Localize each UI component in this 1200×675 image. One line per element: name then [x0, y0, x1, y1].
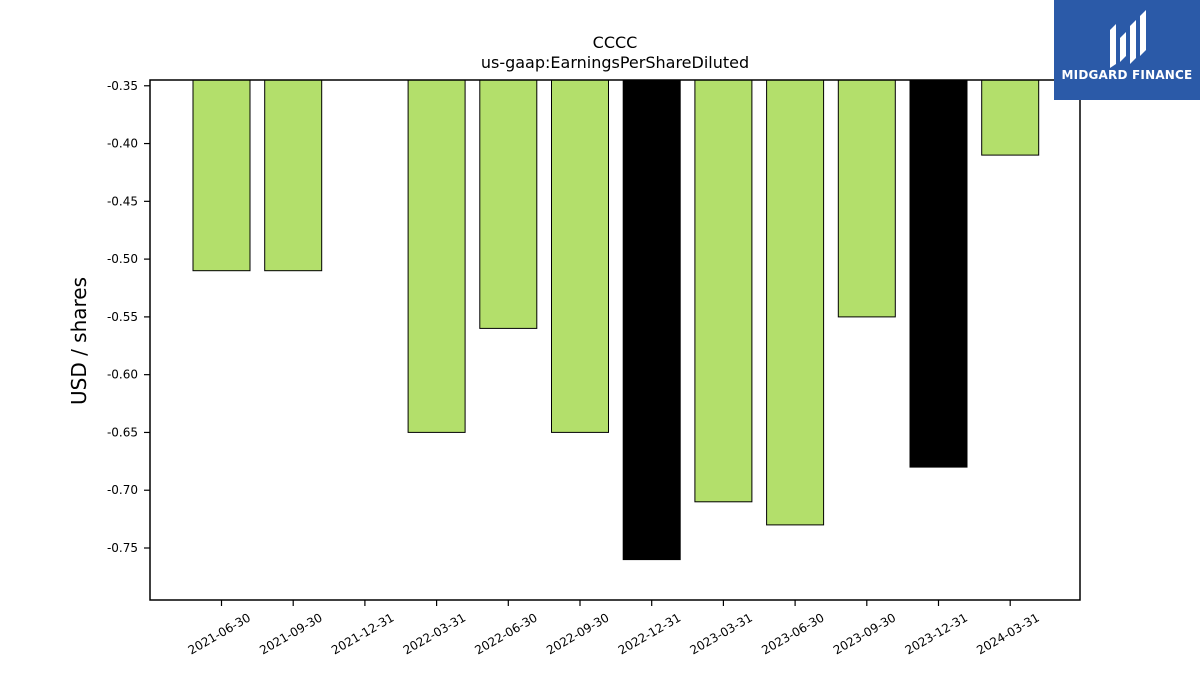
chart-title: CCCC	[593, 33, 638, 52]
brand-name: MIDGARD FINANCE	[1061, 68, 1193, 82]
y-tick-label: -0.40	[107, 137, 138, 151]
y-axis-label: USD / shares	[67, 277, 91, 405]
y-tick-label: -0.75	[107, 541, 138, 555]
y-axis: -0.35 -0.40 -0.45 -0.50 -0.55 -0.60 -0.65 -0.70…	[107, 79, 150, 555]
x-tick-label: 2021-09-30	[257, 610, 324, 657]
y-tick-label: -0.60	[107, 368, 138, 382]
x-tick-label: 2024-03-31	[974, 610, 1041, 657]
midgard-logo-icon	[1110, 10, 1146, 68]
chart-subtitle: us-gaap:EarningsPerShareDiluted	[481, 53, 749, 72]
x-tick-label: 2022-09-30	[544, 610, 611, 657]
bar-2023-09-30	[837, 79, 896, 318]
bar-2023-03-31	[694, 79, 753, 503]
bar-2022-03-31	[407, 79, 466, 433]
bar-2023-12-31	[909, 79, 968, 468]
bar-2024-03-31	[981, 79, 1040, 156]
y-tick-label: -0.65	[107, 425, 138, 439]
bars-group	[192, 79, 1040, 561]
y-tick-label: -0.50	[107, 252, 138, 266]
y-tick-label: -0.35	[107, 79, 138, 93]
bar-2022-06-30	[479, 79, 538, 329]
x-tick-label: 2023-03-31	[687, 610, 754, 657]
y-tick-label: -0.45	[107, 194, 138, 208]
x-tick-label: 2021-12-31	[329, 610, 396, 657]
x-tick-label: 2021-06-30	[186, 610, 253, 657]
bar-2021-09-30	[264, 79, 323, 272]
bar-2022-12-31	[622, 79, 681, 561]
x-axis: 2021-06-30 2021-09-30 2021-12-31 2022-03-31…	[186, 600, 1042, 657]
plot-frame	[149, 79, 1081, 601]
y-tick-label: -0.55	[107, 310, 138, 324]
x-tick-label: 2022-06-30	[472, 610, 539, 657]
x-tick-label: 2022-03-31	[401, 610, 468, 657]
x-tick-label: 2023-12-31	[903, 610, 970, 657]
y-tick-label: -0.70	[107, 483, 138, 497]
x-tick-label: 2023-06-30	[759, 610, 826, 657]
bar-2023-06-30	[766, 79, 825, 526]
x-tick-label: 2022-12-31	[616, 610, 683, 657]
x-tick-label: 2023-09-30	[831, 610, 898, 657]
brand-logo: MIDGARD FINANCE	[1054, 0, 1200, 100]
bar-2022-09-30	[551, 79, 609, 433]
bar-2021-06-30	[192, 79, 251, 272]
